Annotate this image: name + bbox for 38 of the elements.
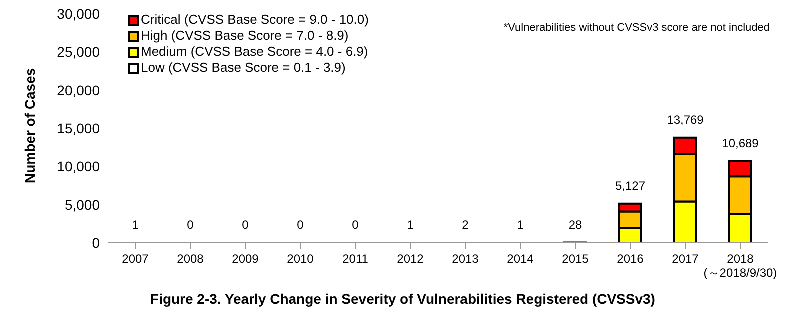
total-label: 28 [568,218,582,232]
total-label: 5,127 [615,178,646,193]
y-tick-label: 20,000 [57,82,100,98]
total-label: 1 [407,218,414,232]
total-label: 0 [187,218,194,232]
text: Figure 2-3. Yearly Change in Severity of Vulnerabilities Registered (CVSSv3) [150,291,656,307]
y-tick-label: 15,000 [57,120,100,136]
y-tick-label: 5,000 [64,196,100,213]
total-label: 10,689 [722,136,760,150]
annotation: *Vulnerabilities without CVSSv3 score are not included [504,22,770,34]
total-label: 2 [462,218,470,232]
total-label: 0 [297,218,304,232]
x-tick-label: 2018 (～2018/9/30) [704,252,778,280]
legend-label: Low (CVSS Base Score = 0.1 - 3.9) [141,60,346,76]
total-label: 1 [132,218,140,232]
total-label: 13,769 [667,112,704,127]
total-label: 0 [352,218,360,232]
x-tick-label: 2009 [232,252,260,266]
y-tick-label: 0 [92,234,100,251]
x-tick-label: 2007 [122,252,150,266]
total-label: 0 [242,218,250,232]
x-tick-label: 2015 [562,252,590,266]
x-tick-label: 2017 [672,252,700,266]
y-tick-label: 30,000 [57,6,100,22]
x-tick-label: 2008 [177,252,204,266]
x-tick-label: 2012 [397,252,424,266]
legend-label: Critical (CVSS Base Score = 9.0 - 10.0) [141,12,369,28]
y-axis-title: Number of Cases [22,68,38,184]
x-tick-label: 2016 [617,252,644,266]
x-tick-label: 2013 [452,252,480,266]
legend-label: Medium (CVSS Base Score = 4.0 - 6.9) [141,44,368,60]
legend-label: High (CVSS Base Score = 7.0 - 8.9) [141,28,349,44]
x-tick-label: 2010 [287,252,314,266]
total-label: 1 [517,218,524,232]
x-tick-label: 2011 [342,252,369,266]
x-tick-label: 2014 [507,252,534,266]
y-tick-label: 25,000 [57,44,100,60]
y-tick-label: 10,000 [57,158,100,175]
